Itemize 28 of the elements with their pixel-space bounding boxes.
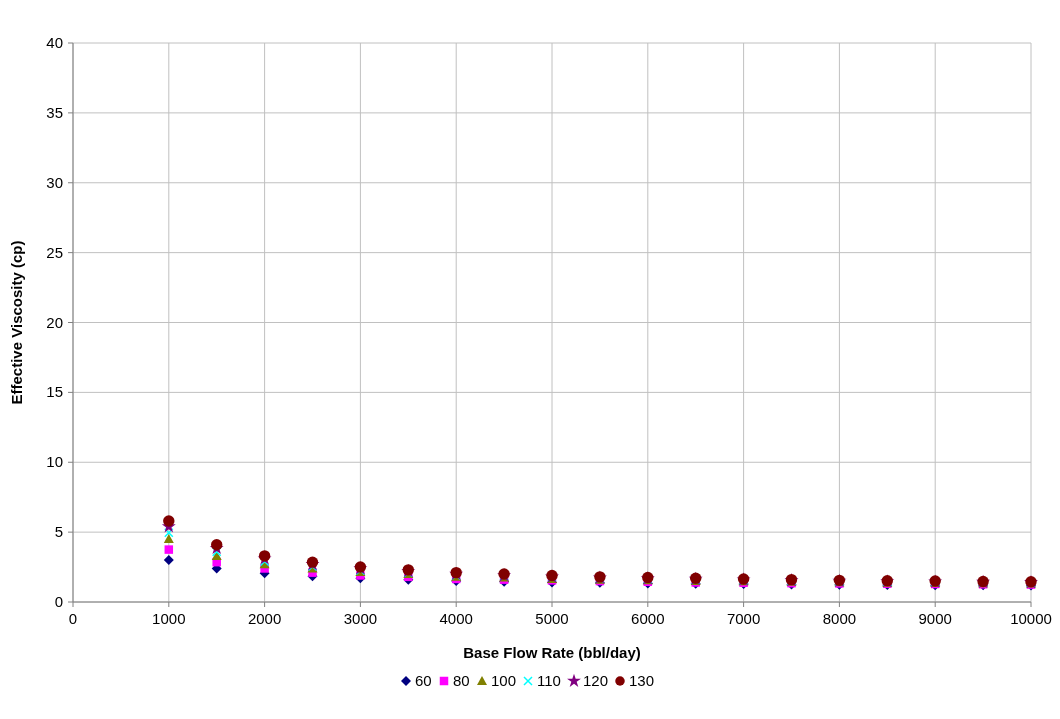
- legend-label: 80: [453, 672, 470, 689]
- x-axis-title: Base Flow Rate (bbl/day): [463, 644, 641, 661]
- legend-label: 130: [629, 672, 655, 689]
- y-tick-label: 10: [46, 453, 63, 471]
- y-tick-label: 0: [54, 593, 63, 610]
- x-tick-label: 7000: [726, 610, 761, 627]
- x-tick-label: 6000: [631, 610, 665, 627]
- x-tick-label: 3000: [343, 610, 378, 627]
- x-tick-label: 2000: [247, 610, 282, 627]
- y-tick-label: 25: [46, 243, 63, 261]
- x-tick-label: 9000: [918, 610, 952, 627]
- y-tick-label: 20: [46, 313, 63, 331]
- legend-label: 120: [583, 672, 609, 689]
- y-tick-label: 35: [46, 103, 63, 121]
- x-tick-label: 4000: [439, 610, 473, 627]
- y-tick-label: 40: [46, 34, 63, 51]
- y-tick-label: 5: [54, 523, 63, 541]
- legend-label: 100: [491, 672, 517, 689]
- x-tick-label: 8000: [822, 610, 857, 627]
- x-tick-label: 0: [68, 610, 78, 627]
- y-axis-title: Effective Viscosity (cp): [8, 240, 25, 405]
- x-tick-label: 5000: [535, 610, 569, 627]
- x-tick-label: 10000: [1010, 610, 1052, 627]
- legend-label: 60: [415, 672, 432, 689]
- x-tick-label: 1000: [152, 610, 186, 627]
- y-tick-label: 30: [46, 173, 63, 191]
- y-tick-label: 15: [46, 383, 63, 401]
- legend-label: 110: [537, 672, 561, 689]
